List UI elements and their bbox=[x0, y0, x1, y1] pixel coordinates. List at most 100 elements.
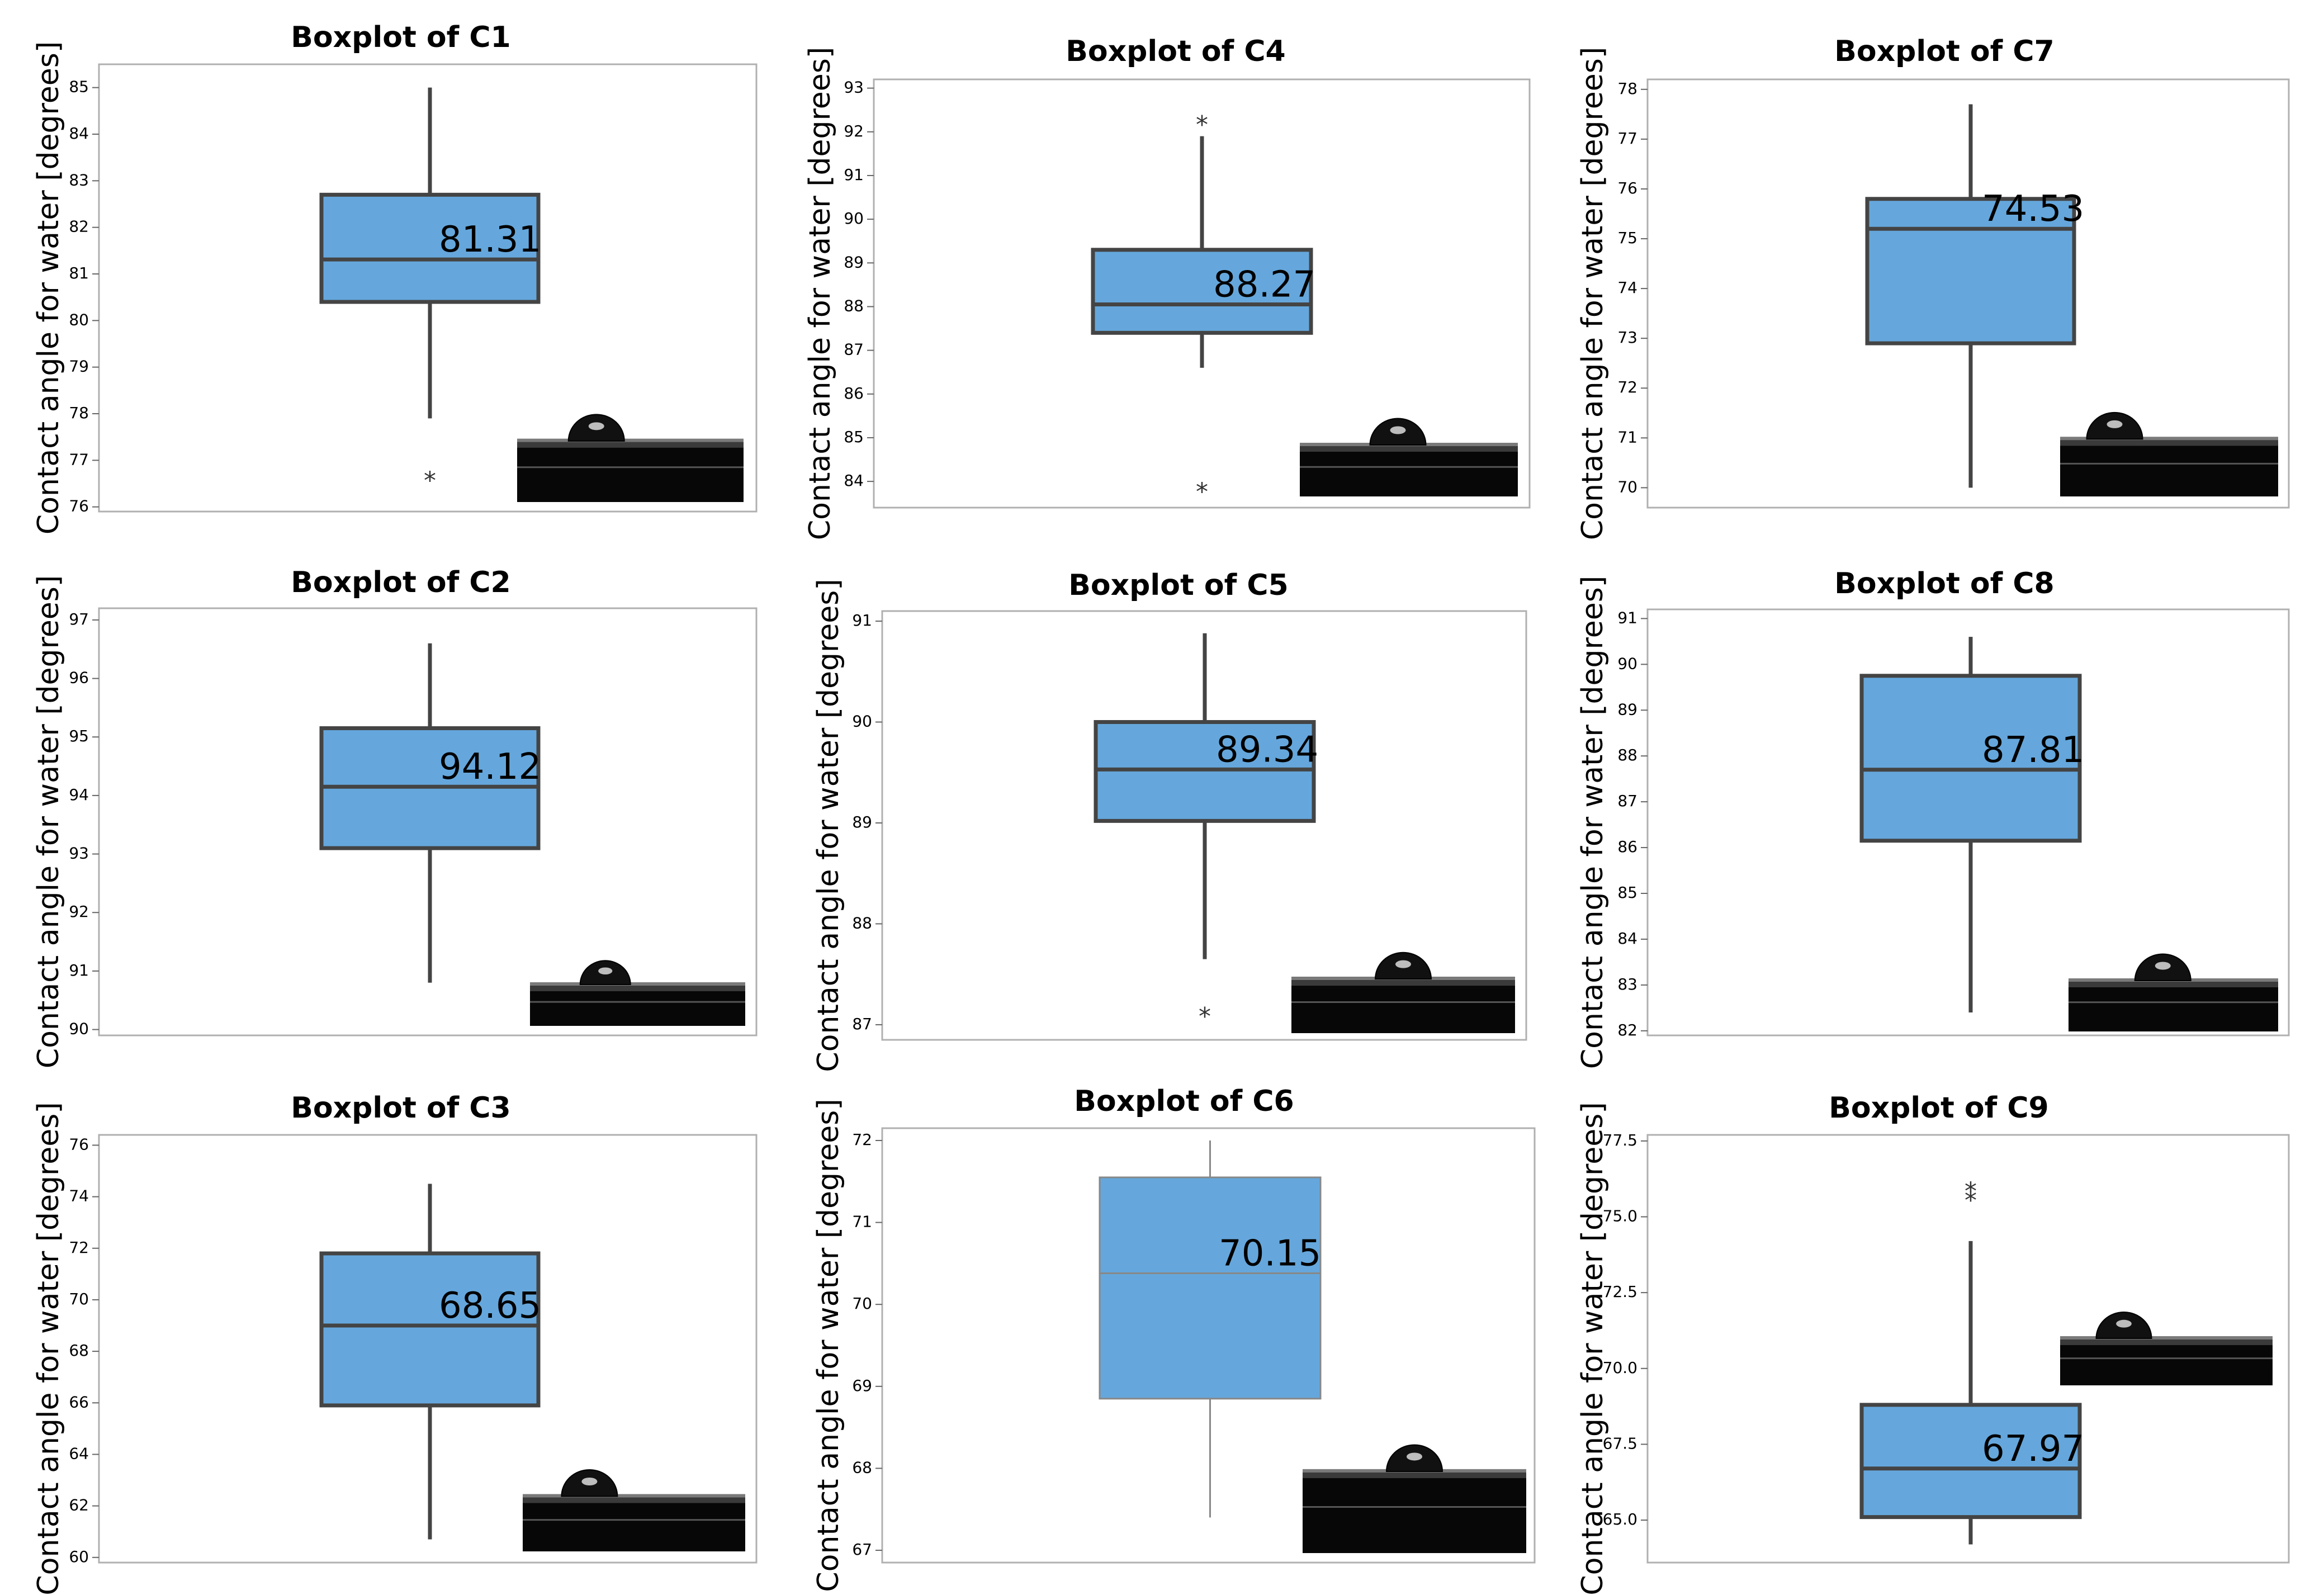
y-tick-label: 70 bbox=[1617, 477, 1637, 496]
y-axis-label: Contact angle for water [degrees] bbox=[32, 1102, 65, 1595]
outlier-point: * bbox=[1196, 478, 1208, 507]
droplet-photo-c6 bbox=[1303, 1444, 1526, 1553]
y-tick-label: 70 bbox=[852, 1294, 872, 1313]
y-tick-label: 84 bbox=[1617, 929, 1637, 948]
y-tick-label: 88 bbox=[852, 914, 872, 932]
y-tick-label: 81 bbox=[69, 264, 89, 282]
panel-title: Boxplot of C8 bbox=[1834, 567, 2054, 600]
y-tick-label: 67 bbox=[852, 1540, 872, 1559]
y-tick-label: 90 bbox=[852, 712, 872, 731]
boxplot-panel-5: Boxplot of C5 Contact angle for water [de… bbox=[812, 569, 1527, 1072]
y-tick-label: 85 bbox=[69, 78, 89, 96]
y-tick-label: 86 bbox=[844, 384, 864, 403]
boxplot-panel-6: Boxplot of C8 Contact angle for water [de… bbox=[1576, 567, 2290, 1069]
y-tick-label: 72.5 bbox=[1603, 1282, 1637, 1301]
y-tick-label: 83 bbox=[69, 171, 89, 189]
boxplot-panel-1: Boxplot of C1 Contact angle for water [de… bbox=[32, 21, 758, 534]
droplet-photo-c1 bbox=[517, 414, 744, 502]
droplet-photo-c9 bbox=[2060, 1312, 2273, 1385]
y-axis-label: Contact angle for water [degrees] bbox=[1576, 1102, 1610, 1595]
outlier-point: * bbox=[1199, 1002, 1211, 1031]
droplet-photo-c3 bbox=[523, 1469, 745, 1551]
mean-value-label: 88.27 bbox=[1213, 264, 1315, 306]
y-tick-label: 88 bbox=[1617, 746, 1637, 764]
y-tick-label: 62 bbox=[69, 1496, 89, 1514]
outlier-point: * bbox=[1965, 1186, 1977, 1215]
y-tick-label: 66 bbox=[69, 1393, 89, 1411]
y-tick-label: 60 bbox=[69, 1547, 89, 1566]
droplet-photo-c5 bbox=[1291, 952, 1515, 1033]
y-axis-label: Contact angle for water [degrees] bbox=[812, 579, 845, 1072]
y-tick-label: 77.5 bbox=[1603, 1131, 1637, 1149]
panel-title: Boxplot of C3 bbox=[291, 1091, 510, 1125]
y-tick-label: 94 bbox=[69, 785, 89, 804]
y-axis-label: Contact angle for water [degrees] bbox=[1576, 47, 1610, 540]
y-tick-label: 70 bbox=[69, 1290, 89, 1308]
y-tick-label: 75.0 bbox=[1603, 1206, 1637, 1225]
mean-value-label: 74.53 bbox=[1982, 188, 2084, 230]
y-tick-label: 87 bbox=[852, 1015, 872, 1033]
iqr-box bbox=[1094, 720, 1316, 823]
y-tick-label: 76 bbox=[69, 497, 89, 515]
y-tick-label: 89 bbox=[844, 253, 864, 271]
y-axis-label: Contact angle for water [degrees] bbox=[1576, 576, 1610, 1069]
y-tick-label: 72 bbox=[69, 1238, 89, 1257]
mean-value-label: 81.31 bbox=[439, 219, 541, 261]
y-tick-label: 64 bbox=[69, 1444, 89, 1463]
panel-title: Boxplot of C1 bbox=[291, 21, 510, 54]
y-tick-label: 89 bbox=[852, 813, 872, 831]
y-tick-label: 68 bbox=[852, 1458, 872, 1476]
boxplot-panel-8: Boxplot of C6 Contact angle for water [de… bbox=[812, 1085, 1536, 1592]
plot-frame bbox=[98, 607, 758, 1036]
y-tick-label: 75 bbox=[1617, 229, 1637, 247]
outlier-point: * bbox=[424, 467, 436, 495]
y-tick-label: 91 bbox=[844, 165, 864, 184]
panel-title: Boxplot of C6 bbox=[1074, 1085, 1294, 1118]
mean-value-label: 94.12 bbox=[439, 746, 541, 788]
panel-title: Boxplot of C9 bbox=[1829, 1091, 2048, 1125]
y-tick-label: 69 bbox=[852, 1376, 872, 1395]
y-tick-label: 93 bbox=[69, 844, 89, 863]
y-axis-label: Contact angle for water [degrees] bbox=[812, 1099, 845, 1592]
y-tick-label: 93 bbox=[844, 78, 864, 97]
y-tick-label: 71 bbox=[852, 1213, 872, 1231]
mean-value-label: 70.15 bbox=[1219, 1233, 1321, 1274]
boxplot-panel-4: Boxplot of C2 Contact angle for water [de… bbox=[32, 566, 758, 1068]
boxplot-panel-9: Boxplot of C9 Contact angle for water [de… bbox=[1576, 1091, 2290, 1595]
y-tick-label: 87 bbox=[844, 340, 864, 359]
y-tick-label: 74 bbox=[69, 1187, 89, 1205]
iqr-box bbox=[1865, 197, 2076, 345]
y-tick-label: 82 bbox=[69, 217, 89, 236]
y-tick-label: 90 bbox=[1617, 654, 1637, 673]
y-axis-label: Contact angle for water [degrees] bbox=[32, 575, 65, 1068]
y-tick-label: 87 bbox=[1617, 792, 1637, 810]
y-tick-label: 73 bbox=[1617, 328, 1637, 347]
y-tick-label: 77 bbox=[69, 450, 89, 468]
panel-title: Boxplot of C2 bbox=[291, 566, 510, 599]
droplet-photo-c7 bbox=[2060, 411, 2278, 496]
y-tick-label: 71 bbox=[1617, 428, 1637, 446]
y-axis-label: Contact angle for water [degrees] bbox=[803, 47, 837, 540]
droplet-photo-c2 bbox=[530, 960, 745, 1026]
panel-title: Boxplot of C7 bbox=[1834, 35, 2054, 68]
y-tick-label: 90 bbox=[69, 1020, 89, 1038]
y-tick-label: 70.0 bbox=[1603, 1359, 1637, 1377]
boxplot-panel-7: Boxplot of C3 Contact angle for water [de… bbox=[32, 1091, 758, 1595]
y-tick-label: 89 bbox=[1617, 700, 1637, 718]
y-tick-label: 85 bbox=[1617, 883, 1637, 902]
iqr-box bbox=[1859, 1403, 2082, 1520]
y-axis-label: Contact angle for water [degrees] bbox=[32, 41, 65, 534]
y-tick-label: 97 bbox=[69, 610, 89, 628]
iqr-box bbox=[1091, 248, 1313, 335]
y-tick-label: 74 bbox=[1617, 278, 1637, 297]
y-tick-label: 77 bbox=[1617, 129, 1637, 148]
mean-value-label: 67.97 bbox=[1982, 1428, 2084, 1470]
iqr-box bbox=[1099, 1176, 1322, 1400]
y-tick-label: 91 bbox=[69, 961, 89, 979]
panel-title: Boxplot of C4 bbox=[1066, 35, 1285, 68]
mean-value-label: 89.34 bbox=[1216, 729, 1318, 770]
y-tick-label: 67.5 bbox=[1603, 1434, 1637, 1452]
mean-value-label: 87.81 bbox=[1982, 730, 2084, 771]
y-tick-label: 91 bbox=[1617, 608, 1637, 627]
y-tick-label: 84 bbox=[844, 471, 864, 490]
